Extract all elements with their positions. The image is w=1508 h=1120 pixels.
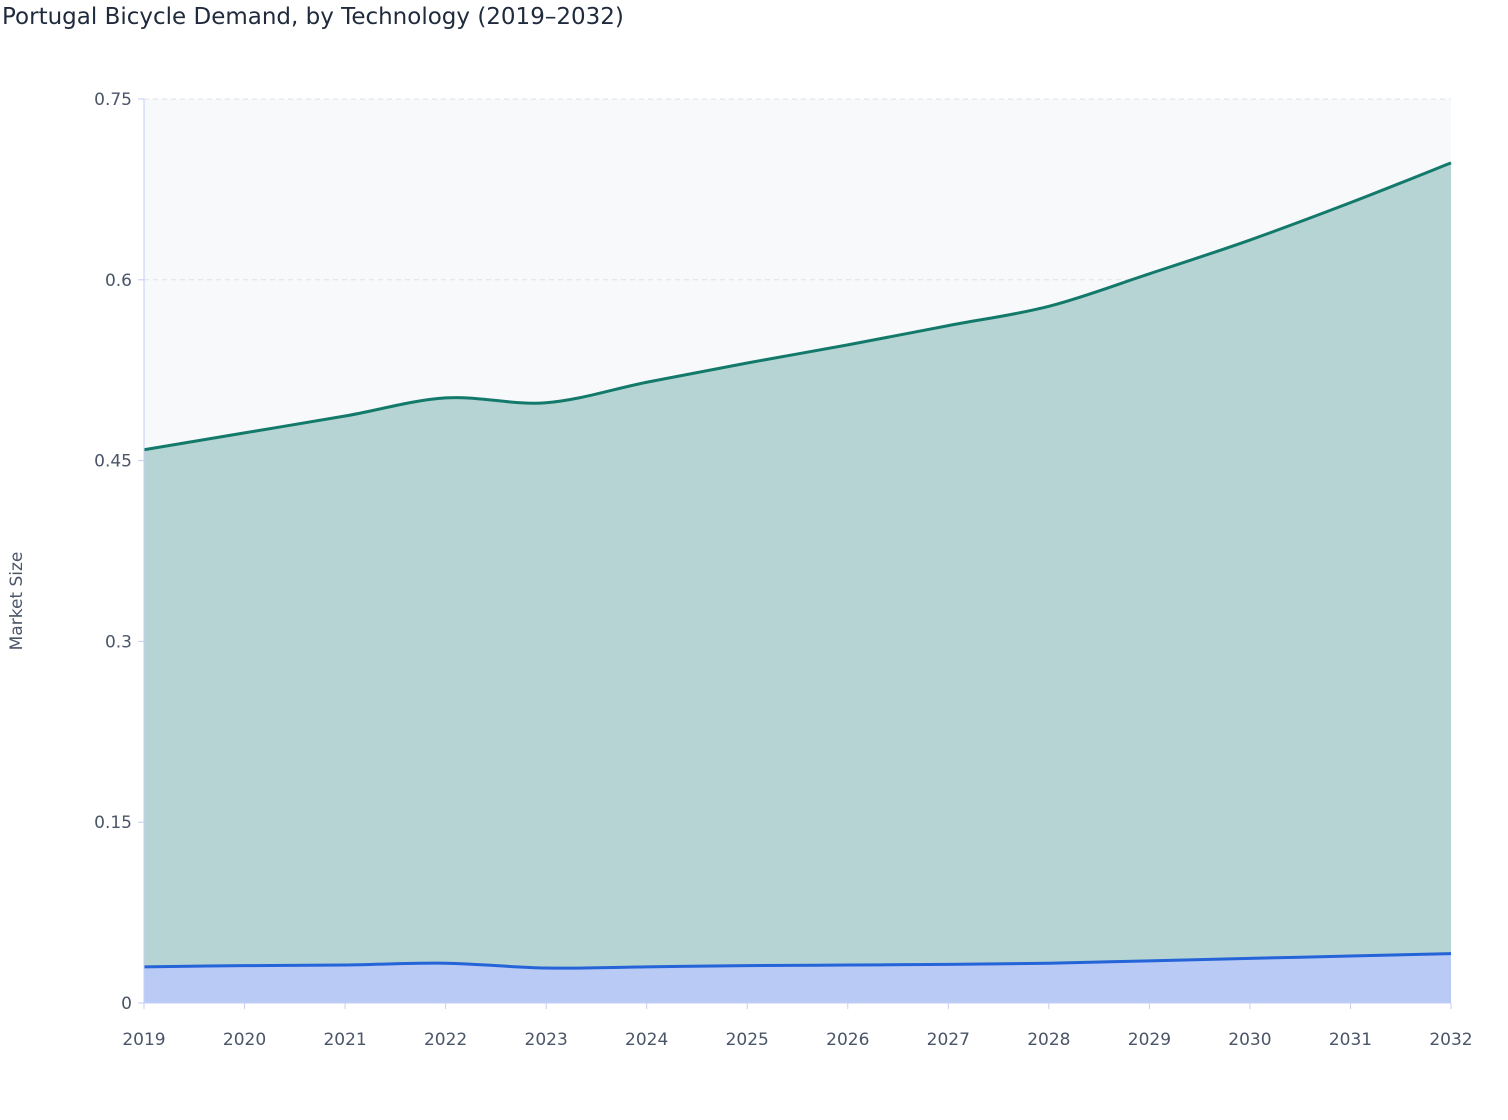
y-tick-label: 0.75 (94, 90, 132, 110)
x-tick-label: 2022 (424, 1030, 467, 1050)
y-tick-label: 0.3 (105, 632, 132, 652)
y-tick-label: 0.6 (105, 271, 132, 291)
x-tick-label: 2025 (726, 1030, 769, 1050)
x-tick-label: 2024 (625, 1030, 668, 1050)
y-tick-label: 0.45 (94, 452, 132, 472)
area-fill-series-1 (144, 953, 1451, 1003)
x-tick-label: 2032 (1429, 1030, 1472, 1050)
x-tick-label: 2030 (1228, 1030, 1271, 1050)
x-tick-label: 2026 (826, 1030, 869, 1050)
x-tick-label: 2023 (525, 1030, 568, 1050)
x-tick-label: 2029 (1128, 1030, 1171, 1050)
area-fill-series-2 (144, 162, 1451, 969)
chart-title: Portugal Bicycle Demand, by Technology (… (2, 4, 624, 30)
x-tick-label: 2020 (223, 1030, 266, 1050)
y-axis-title: Market Size (7, 552, 27, 651)
x-tick-label: 2021 (323, 1030, 366, 1050)
x-tick-label: 2028 (1027, 1030, 1070, 1050)
line-series-2 (143, 161, 1452, 452)
x-tick-label: 2031 (1329, 1030, 1372, 1050)
y-tick-label: 0.15 (94, 813, 132, 833)
x-tick-label: 2019 (122, 1030, 165, 1050)
y-tick-label: 0 (121, 994, 132, 1014)
line-series-1 (143, 952, 1452, 970)
x-tick-label: 2027 (927, 1030, 970, 1050)
